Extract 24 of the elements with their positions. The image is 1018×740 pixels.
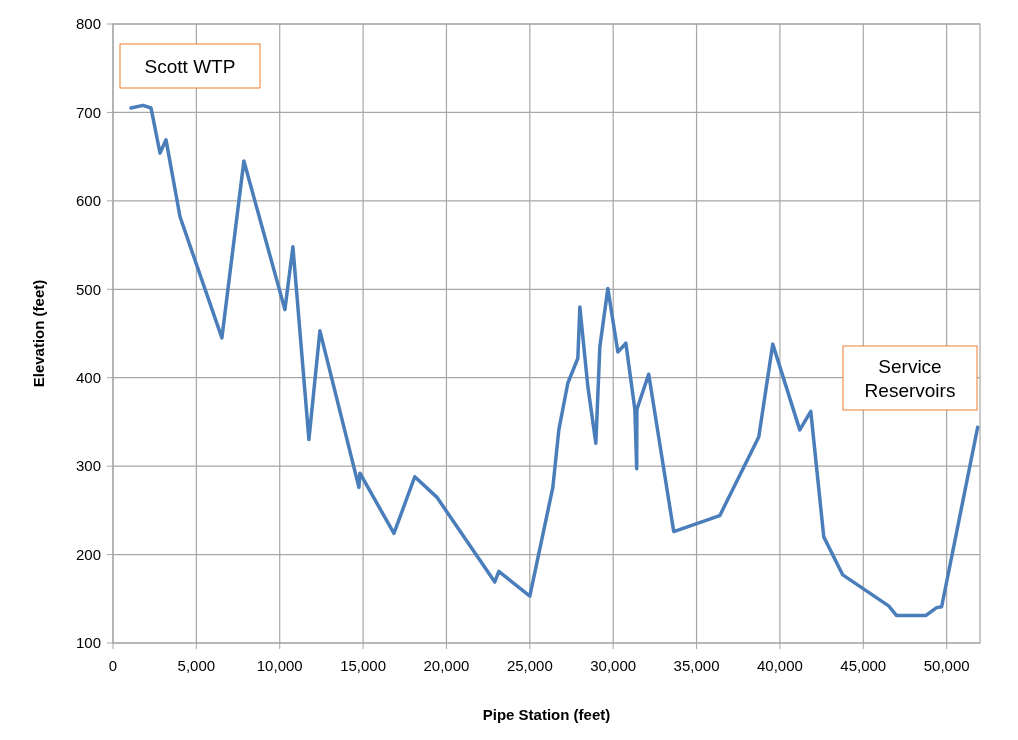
annotation: Service Reservoirs xyxy=(864,355,956,401)
x-tick-label: 45,000 xyxy=(840,657,887,674)
y-tick-label: 200 xyxy=(75,545,101,563)
x-tick-label: 20,000 xyxy=(423,657,470,674)
y-tick-label: 800 xyxy=(75,15,101,33)
x-tick-label: 50,000 xyxy=(923,657,970,674)
y-tick-label: 100 xyxy=(75,634,101,652)
annotation: Scott WTP xyxy=(144,55,236,77)
y-tick-label: 700 xyxy=(75,103,101,121)
y-tick-label: 300 xyxy=(75,457,101,475)
x-axis-title: Pipe Station (feet) xyxy=(482,706,611,723)
x-tick-label: 35,000 xyxy=(673,657,720,674)
y-tick-label: 600 xyxy=(75,192,101,210)
x-tick-label: 25,000 xyxy=(506,657,553,674)
y-axis-title: Elevation (feet) xyxy=(30,279,47,388)
x-tick-label: 10,000 xyxy=(256,657,303,674)
x-tick-label: 15,000 xyxy=(340,657,387,674)
x-tick-label: 30,000 xyxy=(590,657,637,674)
line-series xyxy=(129,103,980,618)
x-tick-label: 40,000 xyxy=(756,657,803,674)
y-tick-label: 500 xyxy=(75,280,101,298)
y-tick-label: 400 xyxy=(75,368,101,386)
x-tick-label: 0 xyxy=(108,657,118,674)
x-tick-label: 5,000 xyxy=(177,657,216,674)
